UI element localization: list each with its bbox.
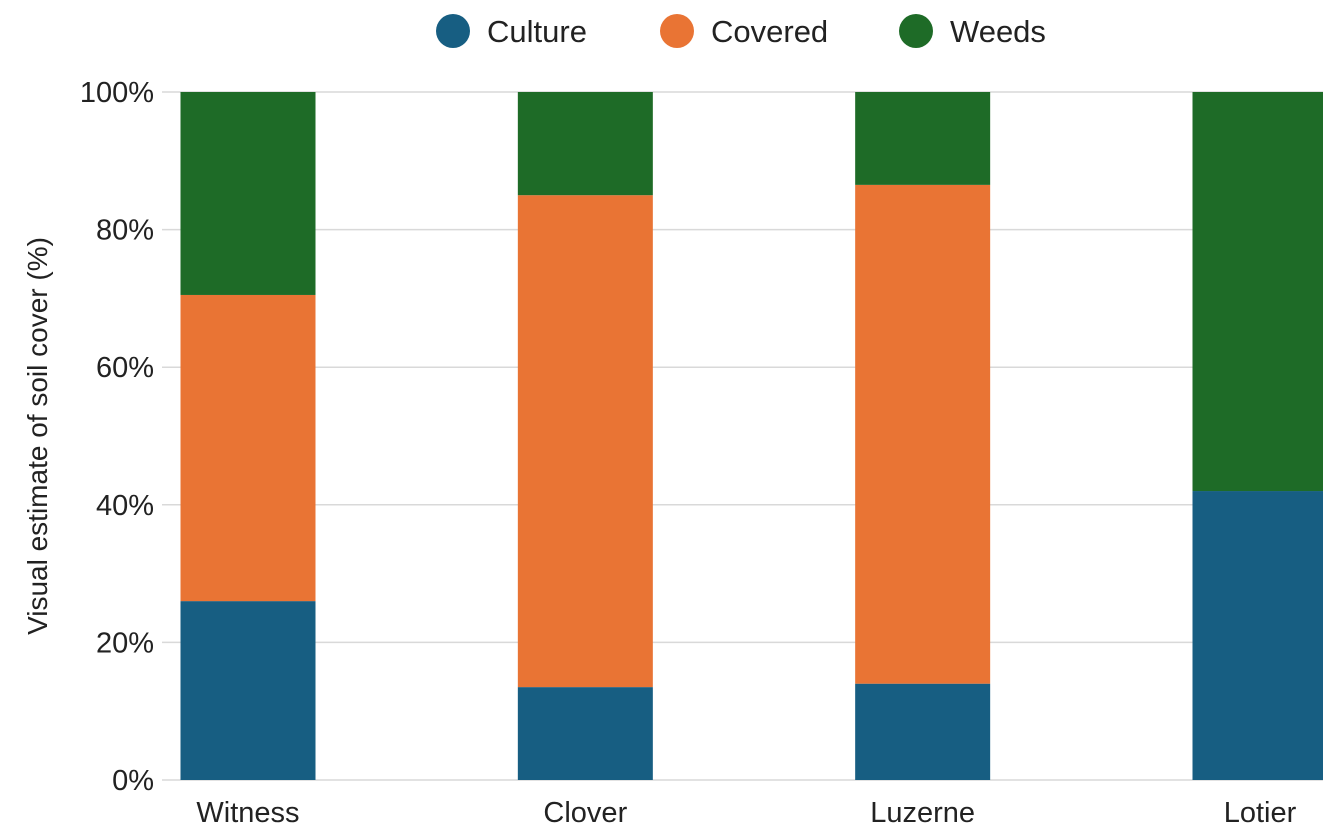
bar-segment-culture: [855, 683, 991, 780]
y-tick-label: 0%: [112, 765, 154, 797]
y-tick-label: 20%: [96, 627, 154, 659]
legend-label-weeds: Weeds: [950, 14, 1046, 49]
x-tick-label: Luzerne: [870, 797, 975, 829]
x-tick-label: Lotier: [1224, 797, 1297, 829]
legend-label-culture: Culture: [487, 14, 587, 49]
x-axis-ticks: Witness Clover Luzerne Lotier: [196, 797, 1296, 829]
bar-segment-culture: [180, 601, 316, 780]
legend-marker-culture: [436, 14, 470, 48]
bar-segment-covered: [517, 195, 653, 688]
bar-segment-weeds: [517, 92, 653, 196]
x-tick-label: Witness: [196, 797, 299, 829]
bar-segment-weeds: [855, 92, 991, 185]
bars: [180, 92, 1323, 780]
y-tick-label: 40%: [96, 490, 154, 522]
legend-marker-covered: [660, 14, 694, 48]
bar-segment-culture: [1192, 491, 1323, 780]
y-axis-ticks: 0% 20% 40% 60% 80% 100%: [80, 77, 154, 797]
gridlines: [162, 91, 1323, 781]
y-axis-title: Visual estimate of soil cover (%): [22, 237, 53, 635]
y-tick-label: 80%: [96, 215, 154, 247]
bar-segment-weeds: [1192, 92, 1323, 492]
legend-label-covered: Covered: [711, 14, 828, 49]
y-tick-label: 60%: [96, 352, 154, 384]
x-tick-label: Clover: [543, 797, 627, 829]
bar-segment-weeds: [180, 92, 316, 295]
legend: Culture Covered Weeds: [436, 14, 1046, 49]
bar-segment-covered: [855, 184, 991, 684]
legend-marker-weeds: [899, 14, 933, 48]
y-tick-label: 100%: [80, 77, 154, 109]
bar-segment-culture: [517, 687, 653, 780]
bar-segment-covered: [180, 294, 316, 602]
